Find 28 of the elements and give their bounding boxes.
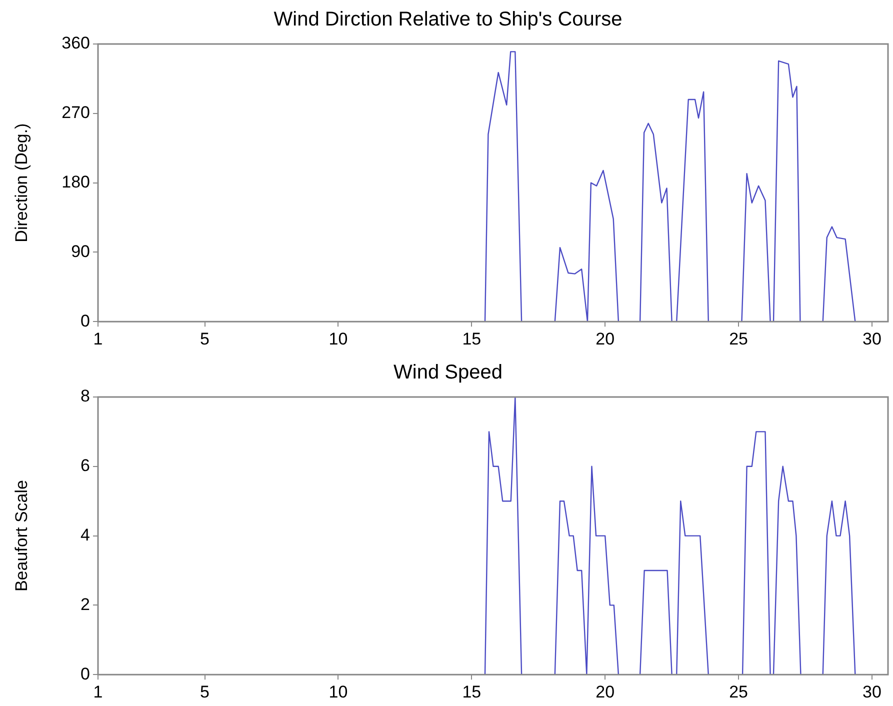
y-tick-label: 270 xyxy=(62,103,90,122)
x-tick-label: 25 xyxy=(729,682,748,702)
x-tick-label: 5 xyxy=(200,682,210,702)
x-tick-label: 30 xyxy=(862,682,882,702)
x-tick-label: 15 xyxy=(462,682,482,702)
x-tick-label: 30 xyxy=(862,329,882,348)
x-tick-label: 20 xyxy=(596,682,615,702)
y-tick-label: 0 xyxy=(80,311,90,330)
chart-title: Wind Speed xyxy=(394,362,502,384)
y-axis-title: Direction (Deg.) xyxy=(12,123,31,242)
y-tick-label: 2 xyxy=(80,594,90,614)
x-tick-label: 25 xyxy=(729,329,748,348)
y-axis-title: Beaufort Scale xyxy=(12,480,31,592)
x-tick-label: 5 xyxy=(200,329,210,348)
x-tick-label: 10 xyxy=(328,682,348,702)
y-tick-label: 180 xyxy=(62,172,90,192)
x-tick-label: 20 xyxy=(596,329,615,348)
y-tick-label: 0 xyxy=(80,664,90,684)
x-tick-label: 10 xyxy=(328,329,348,348)
x-tick-label: 1 xyxy=(93,682,103,702)
x-tick-label: 15 xyxy=(462,329,482,348)
y-tick-label: 90 xyxy=(71,242,90,261)
chart-title: Wind Dirction Relative to Ship's Course xyxy=(274,8,622,31)
y-tick-label: 4 xyxy=(80,525,90,544)
y-tick-label: 6 xyxy=(80,456,90,476)
y-tick-label: 360 xyxy=(62,34,90,53)
y-tick-label: 8 xyxy=(80,386,90,406)
x-tick-label: 1 xyxy=(93,329,103,348)
